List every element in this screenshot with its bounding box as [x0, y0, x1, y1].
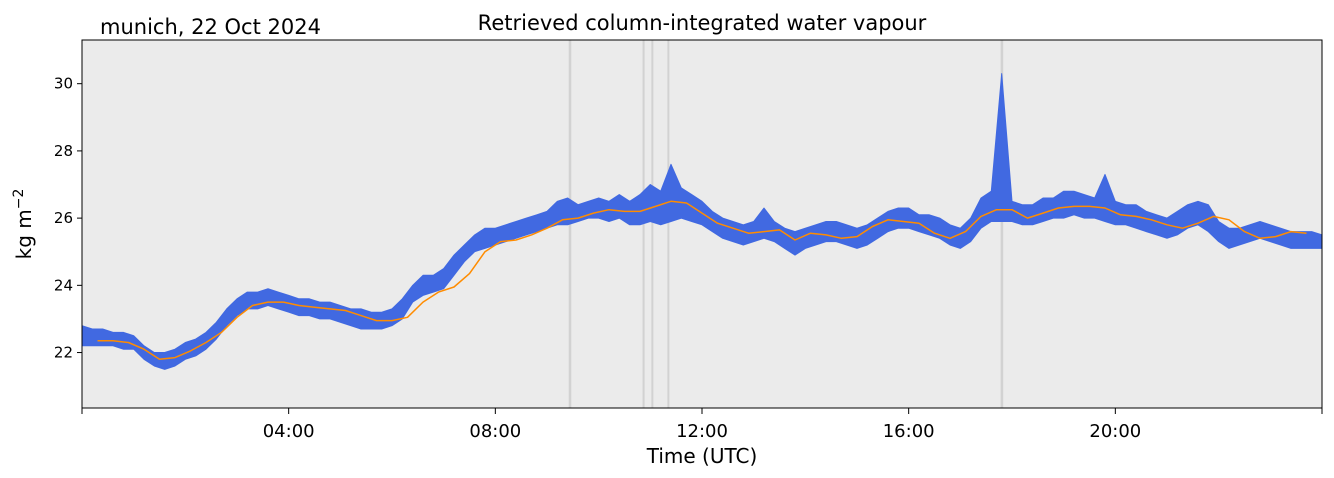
data-gap-band: [667, 40, 670, 408]
y-tick-label: 28: [54, 142, 73, 160]
x-tick-label: 20:00: [1089, 421, 1141, 442]
data-gap-band: [1000, 40, 1004, 408]
x-axis-label: Time (UTC): [646, 444, 758, 468]
y-axis-label: kg m−2: [11, 189, 36, 260]
y-axis-ticks: 22 24 26 28 30: [54, 75, 82, 362]
y-tick-label: 22: [54, 344, 73, 362]
x-tick-label: 12:00: [676, 421, 728, 442]
y-axis-label-unit: kg m: [12, 209, 36, 259]
y-tick-label: 26: [54, 209, 73, 227]
x-tick-label: 08:00: [469, 421, 521, 442]
data-gap-band: [651, 40, 654, 408]
location-date-label: munich, 22 Oct 2024: [100, 15, 321, 39]
chart-title: Retrieved column-integrated water vapour: [478, 11, 927, 35]
x-axis-ticks: 04:00 08:00 12:00 16:00 20:00: [81, 408, 1323, 442]
y-tick-label: 30: [54, 75, 73, 93]
y-tick-label: 24: [54, 276, 73, 294]
y-axis-label-exponent: −2: [11, 189, 27, 210]
x-tick-label: 16:00: [883, 421, 935, 442]
x-tick-label: 04:00: [263, 421, 315, 442]
smoothed-series-line: [97, 200, 1307, 361]
